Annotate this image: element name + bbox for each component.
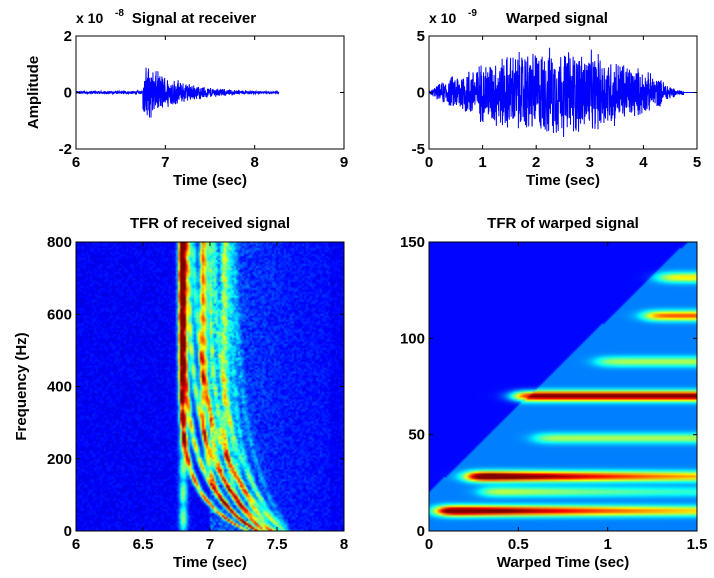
chart-title: Signal at receiver — [132, 10, 256, 27]
chart-tfr-warped: 0 0.5 1 1.5 0 50 100 150 Warped Time (sec) TFR of… — [400, 215, 707, 571]
x-tick-label: 0.5 — [508, 536, 529, 553]
y-tick-label: 400 — [47, 379, 72, 396]
x-tick-label: 0 — [425, 536, 433, 553]
y-tick-label: 150 — [400, 234, 425, 251]
y-tick-label: 200 — [47, 451, 72, 468]
y-tick-label: -5 — [412, 141, 425, 158]
y-tick-label: 0 — [64, 523, 72, 540]
signal-trace-receiver — [76, 67, 280, 118]
y-tick-label: 50 — [408, 427, 425, 444]
y-tick-label: 5 — [417, 28, 425, 45]
y-axis-label: Amplitude — [25, 56, 42, 129]
x-axis-label: Warped Time (sec) — [497, 554, 630, 571]
y-tick-label: 0 — [417, 523, 425, 540]
y-tick-label: 0 — [64, 85, 72, 102]
x-axis-label: Time (sec) — [173, 172, 247, 189]
y-tick-label: 100 — [400, 330, 425, 347]
x-tick-label: 0 — [425, 154, 433, 171]
chart-title: Warped signal — [506, 10, 608, 27]
exponent-power: -9 — [468, 8, 477, 19]
x-tick-label: 6 — [72, 536, 80, 553]
y-tick-label: -2 — [59, 141, 72, 158]
x-tick-label: 9 — [340, 154, 348, 171]
x-tick-label: 2 — [532, 154, 540, 171]
y-axis-label: Frequency (Hz) — [13, 332, 30, 440]
chart-title: TFR of received signal — [130, 215, 290, 232]
chart-signal-at-receiver: 6 7 8 9 -2 0 2 Time (sec) Amplitude x 10 -8 Signal … — [25, 8, 348, 189]
x-axis-label: Time (sec) — [526, 172, 600, 189]
signal-line — [429, 47, 697, 138]
x-tick-label: 6 — [72, 154, 80, 171]
x-tick-label: 3 — [586, 154, 594, 171]
x-tick-label: 6.5 — [133, 536, 154, 553]
exponent-base: x 10 — [76, 10, 103, 26]
signal-line — [76, 67, 280, 118]
x-tick-label: 7 — [206, 536, 214, 553]
axes-frame — [428, 241, 698, 532]
exponent-power: -8 — [115, 8, 124, 19]
tfr-warped-heatmap — [429, 242, 697, 531]
x-tick-label: 1 — [478, 154, 486, 171]
x-tick-label: 1.5 — [687, 536, 708, 553]
x-tick-label: 8 — [340, 536, 348, 553]
chart-title: TFR of warped signal — [487, 215, 639, 232]
exponent-base: x 10 — [429, 10, 456, 26]
y-tick-label: 2 — [64, 28, 72, 45]
y-tick-label: 600 — [47, 306, 72, 323]
chart-tfr-received: 6 6.5 7 7.5 8 0 200 400 600 800 Time (sec) Frequenc… — [13, 215, 348, 571]
x-tick-label: 1 — [603, 536, 611, 553]
x-tick-label: 7.5 — [267, 536, 288, 553]
tfr-received-heatmap — [76, 242, 344, 531]
y-tick-label: 800 — [47, 234, 72, 251]
x-tick-label: 5 — [693, 154, 701, 171]
x-tick-label: 8 — [250, 154, 258, 171]
y-tick-label: 0 — [417, 85, 425, 102]
x-tick-label: 4 — [639, 154, 648, 171]
x-tick-label: 7 — [161, 154, 169, 171]
signal-trace-warped — [429, 47, 697, 138]
x-axis-label: Time (sec) — [173, 554, 247, 571]
